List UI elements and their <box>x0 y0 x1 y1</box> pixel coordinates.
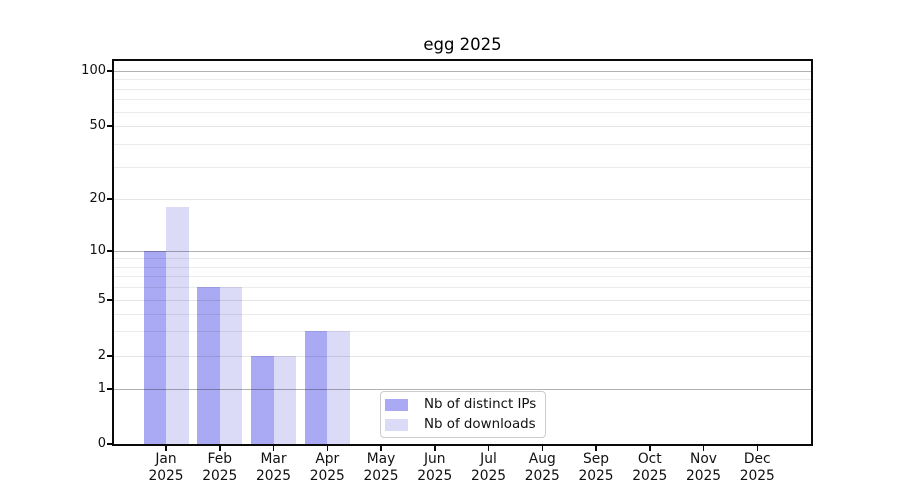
legend-swatch-downloads <box>385 418 408 431</box>
bar-ips-feb <box>197 287 220 444</box>
y-minor-gridline <box>114 88 811 90</box>
chart-title: egg 2025 <box>423 35 502 54</box>
bar-ips-jan <box>143 251 166 444</box>
legend-swatch-distinct-ips <box>385 398 408 411</box>
x-axis-tick-label-aug: Aug 2025 <box>524 451 560 484</box>
y-axis-tick-label: 20 <box>89 190 106 206</box>
y-axis-tick <box>107 125 114 127</box>
y-axis-tick <box>107 355 114 357</box>
x-axis-tick-label-jun: Jun 2025 <box>417 451 453 484</box>
y-gridline <box>114 251 811 252</box>
x-axis-tick <box>756 446 758 451</box>
y-minor-gridline <box>114 276 811 278</box>
x-axis-tick <box>380 446 382 451</box>
x-axis-tick <box>702 446 705 451</box>
bar-downloads-mar <box>273 355 296 444</box>
x-axis-tick-label-apr: Apr 2025 <box>309 451 345 484</box>
y-minor-gridline <box>114 313 811 315</box>
x-axis-tick <box>165 446 167 451</box>
x-axis-tick-label-mar: Mar 2025 <box>255 451 292 484</box>
bar-downloads-jan <box>166 206 189 444</box>
y-gridline <box>114 125 811 127</box>
legend-item: Nb of downloads <box>385 416 545 433</box>
y-gridline <box>114 198 811 200</box>
legend: Nb of distinct IPs Nb of downloads <box>380 391 546 438</box>
legend-label: Nb of distinct IPs <box>424 397 537 412</box>
x-axis-tick-label-oct: Oct 2025 <box>632 451 668 484</box>
y-axis-tick <box>107 388 114 390</box>
y-axis-tick <box>107 198 114 200</box>
legend-label: Nb of downloads <box>424 417 536 432</box>
bar-ips-apr <box>304 331 328 444</box>
y-minor-gridline <box>114 287 811 289</box>
y-axis-tick-label: 50 <box>89 117 106 133</box>
y-minor-gridline <box>114 111 811 113</box>
x-axis-tick <box>541 446 543 451</box>
y-minor-gridline <box>114 331 811 333</box>
y-minor-gridline <box>114 266 811 268</box>
x-axis-tick <box>434 446 436 451</box>
x-axis-tick-label-jul: Jul 2025 <box>470 451 507 484</box>
x-axis-tick <box>649 446 651 451</box>
x-axis-tick-label-sep: Sep 2025 <box>578 451 614 484</box>
x-axis-tick-label-nov: Nov 2025 <box>685 451 722 484</box>
x-axis-tick-label-may: May 2025 <box>363 451 399 484</box>
bar-downloads-feb <box>219 287 243 444</box>
x-axis-tick <box>272 446 275 451</box>
x-axis-tick-label-jan: Jan 2025 <box>148 451 184 484</box>
y-axis-tick <box>107 70 114 72</box>
x-axis-tick <box>326 446 328 451</box>
x-axis-tick-label-feb: Feb 2025 <box>202 451 238 484</box>
y-axis-tick <box>107 299 114 301</box>
y-gridline <box>114 355 811 357</box>
y-minor-gridline <box>114 166 811 168</box>
y-axis-tick-label: 100 <box>81 62 106 78</box>
y-axis-tick <box>107 443 114 445</box>
bar-ips-mar <box>251 355 274 444</box>
y-minor-gridline <box>114 99 811 101</box>
y-axis-tick <box>107 250 114 252</box>
bar-downloads-apr <box>327 331 350 444</box>
y-axis-tick-label: 10 <box>89 243 106 258</box>
y-minor-gridline <box>114 143 811 145</box>
y-axis-tick-label: 2 <box>97 347 106 363</box>
plot-area <box>112 59 813 446</box>
x-axis-tick <box>219 446 221 451</box>
x-axis-tick <box>595 446 597 451</box>
y-minor-gridline <box>114 258 811 260</box>
y-gridline <box>114 389 811 390</box>
y-axis-tick-label: 1 <box>97 381 106 396</box>
x-axis-tick-label-dec: Dec 2025 <box>739 451 775 484</box>
y-gridline <box>114 299 811 301</box>
x-axis-tick <box>487 446 490 451</box>
y-axis-tick-label: 5 <box>97 291 106 307</box>
y-gridline <box>114 70 811 72</box>
y-axis-tick-label: 0 <box>97 436 106 451</box>
y-minor-gridline <box>114 79 811 81</box>
legend-item: Nb of distinct IPs <box>385 396 545 413</box>
